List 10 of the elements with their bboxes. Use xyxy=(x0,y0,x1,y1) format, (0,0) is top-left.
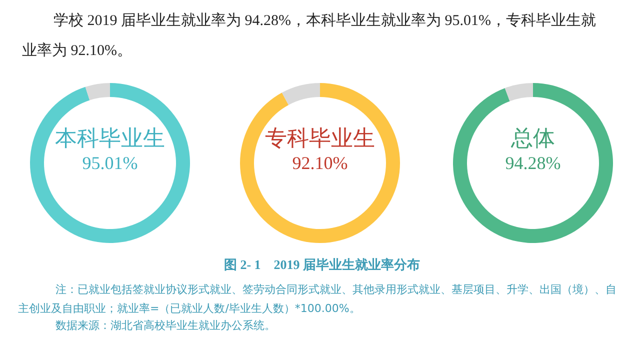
text: 本科毕业生 xyxy=(55,126,165,150)
data-label: 95.01% xyxy=(82,153,138,173)
source-note: 数据来源：湖北省高校毕业生就业办公系统。 xyxy=(54,318,276,333)
data-label: 94.28% xyxy=(505,153,561,173)
text: 注：已就业包括签就业协议形式就业、签劳动合同形式就业、其他录用形式就业、基层项目、升学、出国（境）、自主创业及自由职业；就业率=（已就业人数/毕业生人数）*100.00%。 xyxy=(18,282,618,317)
text: 总体 xyxy=(510,126,555,150)
data-label: 92.10% xyxy=(292,153,348,173)
caption: 图 2- 1 2019 届毕业生就业率分布 xyxy=(222,256,422,274)
text: 学校 2019 届毕业生就业率为 94.28%，本科毕业生就业率为 95.01%，专科毕业生就业率为 92.10%。 xyxy=(22,11,597,61)
text: 专科毕业生 xyxy=(265,126,375,150)
